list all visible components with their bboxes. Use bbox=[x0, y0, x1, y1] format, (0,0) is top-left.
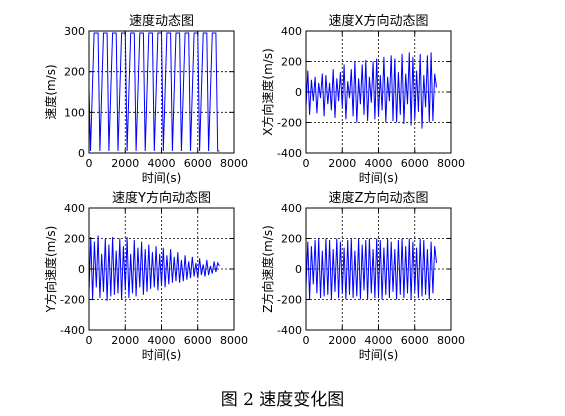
figure-caption: 图 2 速度变化图 bbox=[220, 390, 345, 410]
series-line bbox=[88, 235, 220, 302]
y-axis-label: Z方向速度(m/s) bbox=[260, 225, 275, 313]
x-tick-label: 6000 bbox=[184, 157, 212, 170]
x-tick-label: 0 bbox=[86, 157, 93, 170]
y-tick-label: -200 bbox=[277, 117, 302, 130]
subplot-4: 0 2000 4000 6000 8000 -400 -200 0 200 400 速度Z方向动态图… bbox=[260, 190, 465, 362]
y-tick-label: 200 bbox=[281, 233, 302, 246]
x-tick-label: 6000 bbox=[401, 157, 429, 170]
y-tick-label: 400 bbox=[281, 202, 302, 215]
y-tick-label: -400 bbox=[60, 324, 85, 337]
y-axis-label: 速度(m/s) bbox=[43, 64, 58, 119]
y-tick-label: 0 bbox=[295, 86, 302, 99]
subplot-3: 0 2000 4000 6000 8000 -400 -200 0 200 400 速度Y方向动态图… bbox=[43, 190, 248, 362]
y-tick-label: -200 bbox=[277, 294, 302, 307]
x-tick-label: 8000 bbox=[220, 334, 248, 347]
x-tick-label: 2000 bbox=[328, 157, 356, 170]
y-tick-label: -400 bbox=[277, 147, 302, 160]
x-tick-label: 8000 bbox=[437, 157, 465, 170]
x-tick-label: 2000 bbox=[328, 334, 356, 347]
x-axis-label: 时间(s) bbox=[359, 348, 399, 362]
y-tick-label: -200 bbox=[60, 294, 85, 307]
series-line bbox=[305, 238, 437, 300]
x-tick-label: 0 bbox=[86, 334, 93, 347]
subplot-2: 0 2000 4000 6000 8000 -400 -200 0 200 400 速度X方向动态图… bbox=[260, 13, 465, 185]
y-tick-label: 200 bbox=[281, 56, 302, 69]
series-line bbox=[305, 52, 437, 129]
subplot-title: 速度动态图 bbox=[129, 13, 194, 29]
y-tick-label: 100 bbox=[64, 106, 85, 119]
x-tick-label: 4000 bbox=[365, 157, 393, 170]
y-tick-label: 200 bbox=[64, 66, 85, 79]
x-tick-label: 4000 bbox=[148, 157, 176, 170]
y-tick-label: 400 bbox=[64, 202, 85, 215]
y-axis-label: Y方向速度(m/s) bbox=[43, 226, 58, 314]
x-tick-label: 2000 bbox=[111, 157, 139, 170]
y-axis-label: X方向速度(m/s) bbox=[260, 48, 275, 136]
x-tick-label: 8000 bbox=[220, 157, 248, 170]
x-tick-label: 4000 bbox=[365, 334, 393, 347]
subplot-title: 速度X方向动态图 bbox=[329, 13, 429, 29]
x-tick-label: 0 bbox=[303, 157, 310, 170]
x-tick-label: 6000 bbox=[184, 334, 212, 347]
x-tick-label: 0 bbox=[303, 334, 310, 347]
y-tick-label: -400 bbox=[277, 324, 302, 337]
subplot-title: 速度Y方向动态图 bbox=[112, 190, 211, 206]
x-tick-label: 6000 bbox=[401, 334, 429, 347]
x-tick-label: 8000 bbox=[437, 334, 465, 347]
y-tick-label: 400 bbox=[281, 25, 302, 38]
series-line bbox=[88, 32, 220, 152]
y-tick-label: 200 bbox=[64, 233, 85, 246]
x-axis-label: 时间(s) bbox=[142, 171, 182, 185]
figure: 0 2000 4000 6000 80000100200300速度动态图时间(s)速度(… bbox=[43, 13, 465, 362]
x-tick-label: 2000 bbox=[111, 334, 139, 347]
y-tick-label: 0 bbox=[78, 263, 85, 276]
y-tick-label: 0 bbox=[78, 147, 85, 160]
x-axis-label: 时间(s) bbox=[142, 348, 182, 362]
y-tick-label: 0 bbox=[295, 263, 302, 276]
x-axis-label: 时间(s) bbox=[359, 171, 399, 185]
subplot-title: 速度Z方向动态图 bbox=[329, 190, 429, 206]
y-tick-label: 300 bbox=[64, 25, 85, 38]
x-tick-label: 4000 bbox=[148, 334, 176, 347]
